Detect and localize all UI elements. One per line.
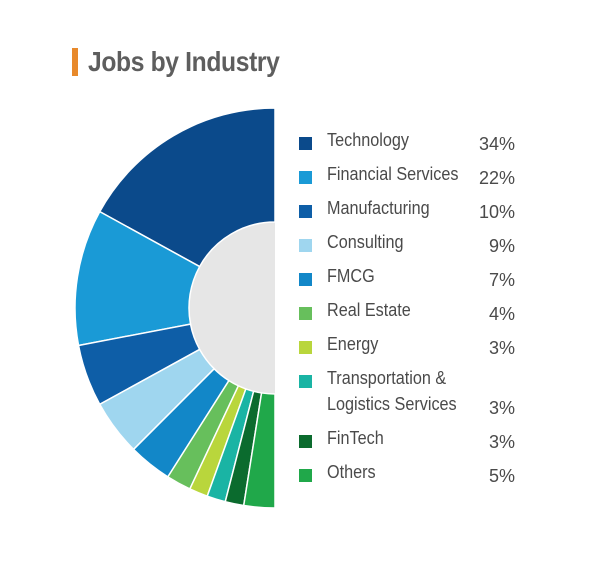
legend-swatch — [299, 273, 312, 286]
legend-percent: 9% — [488, 236, 515, 256]
legend-percent: 34% — [478, 134, 515, 154]
slice-others — [242, 392, 276, 509]
chart-title: Jobs by Industry — [72, 44, 306, 80]
legend-swatch — [299, 205, 312, 218]
legend-percent: 4% — [488, 304, 515, 324]
legend-item-fintech: FinTech 3% — [299, 425, 529, 459]
legend-swatch — [299, 137, 312, 150]
donut-center — [189, 222, 275, 394]
title-accent-bar — [72, 48, 78, 76]
legend-label: FinTech — [327, 428, 384, 448]
legend-percent: 3% — [488, 398, 515, 418]
legend-percent: 10% — [478, 202, 515, 222]
legend-item-consulting: Consulting 9% — [299, 229, 529, 263]
legend-label: Energy — [327, 334, 379, 354]
legend-item-real-estate: Real Estate 4% — [299, 297, 529, 331]
legend-label: Transportation & Logistics Services — [327, 368, 457, 414]
legend-label: Real Estate — [327, 300, 411, 320]
legend-swatch — [299, 239, 312, 252]
legend-item-energy: Energy 3% — [299, 331, 529, 365]
legend-item-others: Others 5% — [299, 459, 529, 493]
slice-technology — [98, 107, 276, 268]
legend-percent: 7% — [488, 270, 515, 290]
legend-swatch — [299, 375, 312, 388]
legend-swatch — [299, 341, 312, 354]
legend-label: Others — [327, 462, 376, 482]
legend-percent: 3% — [488, 432, 515, 452]
legend-swatch — [299, 435, 312, 448]
legend-label: Consulting — [327, 232, 404, 252]
legend-label: Technology — [327, 130, 409, 150]
legend-label: FMCG — [327, 266, 375, 286]
legend-percent: 5% — [488, 466, 515, 486]
title-text: Jobs by Industry — [88, 46, 280, 77]
legend-item-manufacturing: Manufacturing 10% — [299, 195, 529, 229]
legend-item-technology: Technology 34% — [299, 127, 529, 161]
legend-label: Financial Services — [327, 164, 459, 184]
legend-label: Manufacturing — [327, 198, 430, 218]
legend: Technology 34% Financial Services 22% Manufa… — [299, 127, 529, 493]
legend-percent: 22% — [478, 168, 515, 188]
legend-item-transportation-logistics-services: Transportation & Logistics Services 3% — [299, 365, 529, 425]
legend-item-financial-services: Financial Services 22% — [299, 161, 529, 195]
legend-swatch — [299, 171, 312, 184]
legend-swatch — [299, 307, 312, 320]
legend-item-fmcg: FMCG 7% — [299, 263, 529, 297]
legend-percent: 3% — [488, 338, 515, 358]
legend-swatch — [299, 469, 312, 482]
